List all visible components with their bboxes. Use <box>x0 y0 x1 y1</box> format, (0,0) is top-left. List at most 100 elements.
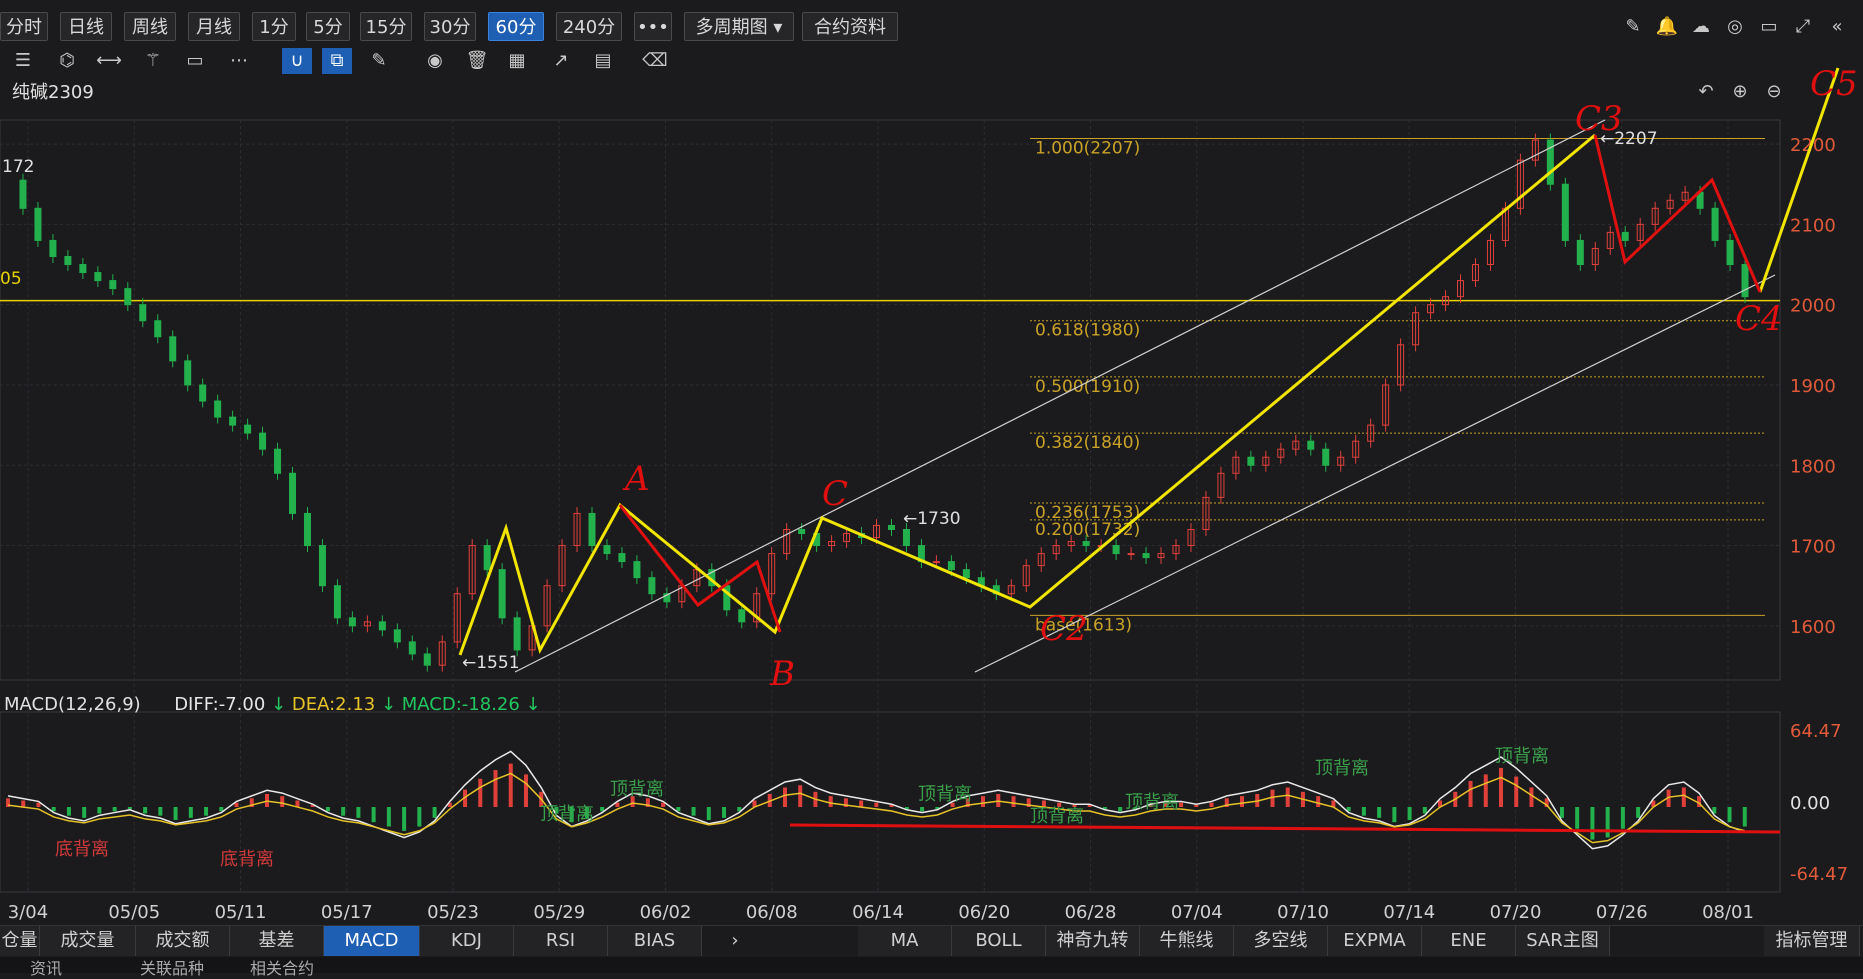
fib-label: 0.200(1732) <box>1035 520 1140 540</box>
footer-tab-1[interactable]: 关联品种 <box>140 959 205 978</box>
candle <box>648 577 656 595</box>
magnet-icon[interactable]: ∪ <box>282 48 312 74</box>
period-button-8[interactable]: 60分 <box>488 12 544 41</box>
period-button-12[interactable]: 合约资料 <box>802 12 898 41</box>
period-button-10[interactable]: ••• <box>634 12 672 41</box>
indicator-tab-3[interactable]: 基差 <box>230 926 324 956</box>
indicator-tab-6[interactable]: RSI <box>514 926 608 956</box>
wave-red-1 <box>618 504 782 633</box>
zoom-in-icon[interactable]: ⊕ <box>1732 81 1748 102</box>
fib-label: 0.618(1980) <box>1035 321 1140 341</box>
candle <box>1741 264 1749 298</box>
divergence-label: 顶背离 <box>540 804 594 825</box>
overlay-tab-3[interactable]: 牛熊线 <box>1140 926 1234 956</box>
trash-icon[interactable]: 🗑 <box>465 50 489 71</box>
period-button-3[interactable]: 月线 <box>188 12 240 41</box>
candle <box>1307 440 1315 450</box>
candle <box>64 255 72 266</box>
more-icon[interactable]: ⋯ <box>230 50 248 71</box>
candle <box>244 424 252 434</box>
undo-icon[interactable]: ↶ <box>1698 81 1714 102</box>
segment-icon[interactable]: ⟷ <box>96 50 122 71</box>
candle <box>1202 496 1210 530</box>
wave-red-2 <box>1593 134 1762 293</box>
candle <box>783 528 791 555</box>
fib-label: 0.382(1840) <box>1035 433 1140 453</box>
price-tick: 2100 <box>1790 215 1836 236</box>
date-tick: 07/14 <box>1383 902 1435 923</box>
period-button-1[interactable]: 日线 <box>60 12 112 41</box>
pencil-icon[interactable]: ✎ <box>1625 16 1641 37</box>
chevron-right-icon[interactable]: › <box>731 930 739 951</box>
overlay-tab-6[interactable]: ENE <box>1422 926 1516 956</box>
grid-icon[interactable]: ▦ <box>508 50 526 71</box>
camera-icon[interactable]: ◎ <box>1727 16 1743 37</box>
indicator-manage-button[interactable]: 指标管理 <box>1764 926 1860 956</box>
overlay-tab-5[interactable]: EXPMA <box>1328 926 1422 956</box>
indicator-tab-7[interactable]: BIAS <box>608 926 702 956</box>
comment-icon[interactable]: ▭ <box>186 50 204 71</box>
pen-icon[interactable]: ✎ <box>371 50 387 71</box>
period-button-0[interactable]: 分时 <box>0 12 48 41</box>
divergence-label: 顶背离 <box>1030 806 1084 827</box>
candle <box>1457 280 1465 298</box>
indicator-tab-4[interactable]: MACD <box>324 926 420 956</box>
candle <box>408 641 416 655</box>
overlay-tab-2[interactable]: 神奇九转 <box>1046 926 1140 956</box>
overlay-tab-7[interactable]: SAR主图 <box>1516 926 1610 956</box>
candle <box>1052 545 1060 555</box>
period-button-4[interactable]: 1分 <box>252 12 296 41</box>
period-button-2[interactable]: 周线 <box>124 12 176 41</box>
footer-tab-2[interactable]: 相关合约 <box>250 959 315 978</box>
indicator-tab-2[interactable]: 成交额 <box>136 926 230 956</box>
wave-yellow-1 <box>458 133 1596 656</box>
eye-icon[interactable]: ◉ <box>427 50 443 71</box>
note-icon[interactable]: ▤ <box>594 50 612 71</box>
wand-icon[interactable]: ⚚ <box>144 50 162 71</box>
candle <box>498 569 506 619</box>
indicator-tab-1[interactable]: 成交量 <box>40 926 136 956</box>
cloud-icon[interactable]: ☁ <box>1692 16 1710 37</box>
overlay-tab-0[interactable]: MA <box>858 926 952 956</box>
list-icon[interactable]: ☰ <box>14 50 32 71</box>
overlay-tab-4[interactable]: 多空线 <box>1234 926 1328 956</box>
channel-upper <box>514 119 1606 673</box>
wave-label: C3 <box>1575 99 1623 139</box>
collapse-icon[interactable]: « <box>1831 16 1843 37</box>
date-tick: 05/05 <box>108 902 160 923</box>
candle <box>1531 139 1539 161</box>
period-button-7[interactable]: 30分 <box>424 12 476 41</box>
price-label: ←2207 <box>1600 129 1658 149</box>
period-button-6[interactable]: 15分 <box>360 12 412 41</box>
price-chart[interactable]: 3/04 05/05 05/11 05/17 05/23 05/29 06/02 06/08 0… <box>0 0 1863 925</box>
period-button-5[interactable]: 5分 <box>306 12 350 41</box>
period-button-11[interactable]: 多周期图 ▾ <box>684 12 794 41</box>
zoom-out-icon[interactable]: ⊖ <box>1766 81 1782 102</box>
share-icon[interactable]: ↗ <box>553 50 569 71</box>
indicator-tab-0[interactable]: 仓量 <box>0 926 40 956</box>
footer-tab-0[interactable]: 资讯 <box>30 959 63 978</box>
candle <box>603 545 611 555</box>
candle <box>738 609 746 623</box>
copy-icon[interactable]: ⧉ <box>322 48 352 74</box>
bell-icon[interactable]: 🔔 <box>1655 16 1679 37</box>
candle <box>1112 545 1120 555</box>
candle <box>1082 541 1090 547</box>
divergence-label: 顶背离 <box>610 779 664 800</box>
indicator-tab-5[interactable]: KDJ <box>420 926 514 956</box>
candle <box>1217 472 1225 498</box>
fullscreen-icon[interactable]: ⤢ <box>1795 16 1811 37</box>
screen-icon[interactable]: ▭ <box>1760 16 1778 37</box>
candle <box>468 545 476 595</box>
node-icon[interactable]: ⌬ <box>59 50 75 71</box>
candle <box>1546 139 1554 185</box>
candle <box>124 288 132 306</box>
candle <box>363 621 371 627</box>
eraser-icon[interactable]: ⌫ <box>642 50 668 71</box>
candle <box>1397 344 1405 386</box>
period-button-9[interactable]: 240分 <box>556 12 622 41</box>
candle <box>543 585 551 627</box>
candle <box>873 524 881 539</box>
overlay-tab-1[interactable]: BOLL <box>952 926 1046 956</box>
candle <box>1726 239 1734 266</box>
